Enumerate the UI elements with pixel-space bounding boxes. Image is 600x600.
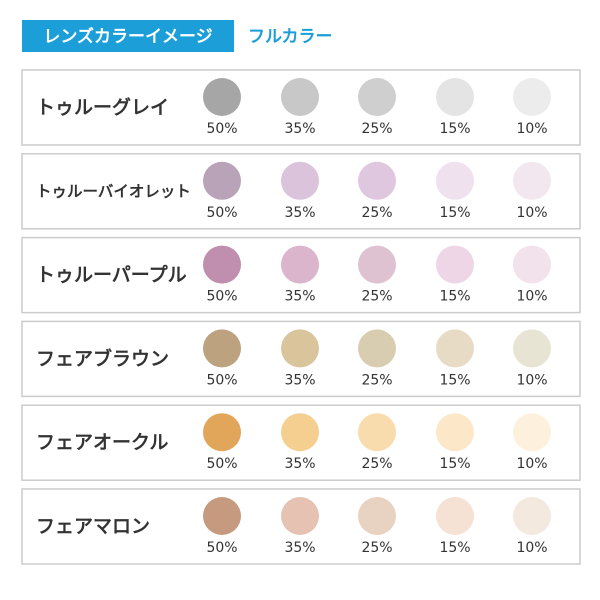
swatch: [358, 329, 396, 368]
swatch: [281, 78, 319, 116]
swatch-label: 15%: [439, 372, 470, 388]
swatch-label: 35%: [284, 540, 315, 556]
swatch: [281, 329, 319, 368]
swatch: [203, 497, 241, 535]
swatch: [281, 413, 319, 452]
swatch-label: 15%: [439, 456, 470, 472]
swatch-label: 35%: [284, 205, 315, 221]
swatch-label: 50%: [206, 456, 237, 472]
row-name: フェアマロン: [36, 516, 150, 538]
swatch-label: 10%: [516, 372, 547, 388]
swatch-label: 25%: [361, 540, 392, 556]
swatch-label: 15%: [439, 289, 470, 305]
swatch: [281, 245, 319, 284]
swatch-label: 25%: [361, 456, 392, 472]
swatch: [203, 413, 241, 452]
header-subtitle: フルカラー: [248, 27, 333, 47]
swatch-label: 15%: [439, 205, 470, 221]
swatch: [358, 78, 396, 116]
row-name: トゥルーパープル: [36, 263, 187, 286]
swatch: [436, 497, 474, 535]
swatch-label: 10%: [516, 456, 547, 472]
swatch: [513, 161, 551, 200]
swatch: [513, 497, 551, 535]
row-name: フェアオークル: [36, 432, 168, 454]
swatch-label: 35%: [284, 372, 315, 388]
swatch: [513, 245, 551, 284]
swatch-label: 50%: [206, 121, 237, 137]
header-box: [22, 20, 234, 52]
swatch-label: 25%: [361, 121, 392, 137]
swatch: [513, 329, 551, 368]
swatch: [436, 329, 474, 368]
swatch-label: 50%: [206, 205, 237, 221]
swatch-label: 10%: [516, 205, 547, 221]
swatch: [281, 497, 319, 535]
row-name: トゥルーグレイ: [36, 96, 169, 119]
swatch-label: 10%: [516, 289, 547, 305]
swatch-label: 15%: [439, 540, 470, 556]
swatch-label: 35%: [284, 289, 315, 305]
swatch-label: 50%: [206, 540, 237, 556]
swatch-label: 35%: [284, 121, 315, 137]
swatch: [513, 78, 551, 116]
swatch: [436, 161, 474, 200]
swatch-label: 10%: [516, 540, 547, 556]
swatch: [513, 413, 551, 452]
swatch: [203, 245, 241, 284]
header-title: レンズカラーイメージ: [43, 26, 212, 47]
swatch-label: 25%: [361, 372, 392, 388]
swatch: [436, 245, 474, 284]
swatch-label: 50%: [206, 372, 237, 388]
swatch: [358, 497, 396, 535]
swatch-label: 50%: [206, 289, 237, 305]
row-name: トゥルーバイオレット: [36, 182, 191, 200]
swatch-label: 25%: [361, 289, 392, 305]
swatch: [203, 78, 241, 116]
swatch: [436, 413, 474, 452]
swatch: [358, 245, 396, 284]
swatch-label: 35%: [284, 456, 315, 472]
row-name: フェアブラウン: [36, 347, 169, 370]
swatch-label: 15%: [439, 121, 470, 137]
swatch: [203, 161, 241, 200]
swatch-label: 10%: [516, 121, 547, 137]
swatch: [436, 78, 474, 116]
swatch: [358, 161, 396, 200]
swatch: [281, 161, 319, 200]
swatch: [203, 329, 241, 368]
swatch-label: 25%: [361, 205, 392, 221]
swatch: [358, 413, 396, 452]
